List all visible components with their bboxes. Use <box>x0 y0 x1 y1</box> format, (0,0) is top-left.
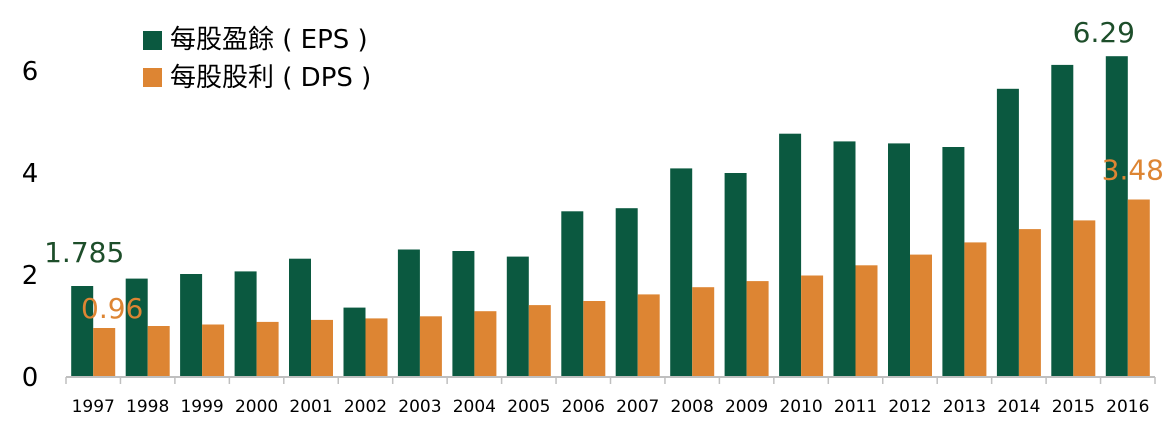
bar-dps <box>583 301 606 377</box>
y-axis-ticks: 0 2 4 6 <box>22 57 39 393</box>
legend-swatch-eps <box>143 31 162 50</box>
x-tick-label: 2003 <box>398 397 441 417</box>
x-tick-label: 2016 <box>1106 397 1149 417</box>
bar-dps <box>202 324 225 377</box>
x-tick-label: 2000 <box>235 397 278 417</box>
legend-swatch-dps <box>143 68 162 87</box>
bar-dps <box>365 318 388 377</box>
y-tick-label: 0 <box>22 363 39 393</box>
x-tick-label: 2009 <box>725 397 768 417</box>
x-axis-ticks: 1997 1998 1999 2000 2001 2002 2003 2004 2005 2006… <box>65 377 1156 417</box>
bar-eps <box>942 147 965 377</box>
bar-eps <box>71 286 94 377</box>
bar-eps <box>561 211 584 378</box>
bar-dps <box>528 305 551 377</box>
x-tick-label: 2008 <box>671 397 714 417</box>
bar-dps <box>311 319 333 377</box>
x-tick-label: 2001 <box>289 397 332 417</box>
bar-eps <box>779 133 802 377</box>
bar-dps <box>692 287 715 377</box>
bar-dps <box>855 265 878 377</box>
bar-dps <box>1127 199 1150 377</box>
legend-label-eps: 每股盈餘 ( EPS ) <box>170 25 368 55</box>
bar-dps <box>964 242 987 377</box>
bar-dps <box>147 326 170 377</box>
bar-eps <box>343 307 366 377</box>
bar-eps <box>397 249 420 377</box>
bar-eps <box>670 168 693 377</box>
x-tick-label: 2007 <box>616 397 659 417</box>
bar-eps <box>289 258 311 377</box>
bar-eps <box>1051 64 1074 378</box>
y-tick-label: 4 <box>22 159 39 189</box>
x-tick-label: 2010 <box>779 397 822 417</box>
x-tick-label: 2011 <box>834 397 877 417</box>
x-tick-label: 2002 <box>344 397 387 417</box>
bar-dps <box>474 311 497 377</box>
bar-dps <box>910 254 932 377</box>
y-tick-label: 2 <box>22 261 39 291</box>
bar-dps <box>801 275 824 377</box>
bar-eps <box>724 173 747 377</box>
data-label: 3.48 <box>1102 154 1164 187</box>
legend-label-dps: 每股股利 ( DPS ) <box>170 63 371 93</box>
bars <box>71 56 1150 378</box>
x-tick-label: 1997 <box>72 397 115 417</box>
x-tick-label: 2004 <box>453 397 496 417</box>
bar-dps <box>1018 229 1041 377</box>
bar-eps <box>125 278 148 377</box>
x-tick-label: 2013 <box>943 397 986 417</box>
x-tick-label: 1999 <box>180 397 223 417</box>
x-tick-label: 2015 <box>1052 397 1095 417</box>
bar-dps <box>419 316 442 377</box>
bar-eps <box>615 208 638 377</box>
x-tick-label: 2005 <box>507 397 550 417</box>
data-label: 1.785 <box>44 236 124 269</box>
x-tick-label: 2014 <box>997 397 1040 417</box>
y-tick-label: 6 <box>22 57 39 87</box>
bar-eps <box>506 256 529 377</box>
data-label: 0.96 <box>81 292 143 325</box>
legend: 每股盈餘 ( EPS ) 每股股利 ( DPS ) <box>143 25 371 93</box>
bar-dps <box>637 294 660 377</box>
data-labels: 1.785 0.96 6.29 3.48 <box>44 16 1164 325</box>
bar-eps <box>452 251 475 377</box>
bar-eps <box>180 274 203 377</box>
bar-dps <box>93 328 116 377</box>
bar-eps <box>833 141 856 377</box>
bar-dps <box>256 321 279 377</box>
x-tick-label: 1998 <box>126 397 169 417</box>
bar-eps <box>1105 56 1128 377</box>
bar-dps <box>746 281 769 377</box>
bar-eps <box>234 271 257 377</box>
data-label: 6.29 <box>1073 16 1135 49</box>
bar-eps <box>888 143 910 377</box>
x-tick-label: 2006 <box>562 397 605 417</box>
bar-eps <box>996 88 1019 378</box>
bar-dps <box>1073 220 1096 377</box>
x-tick-label: 2012 <box>888 397 931 417</box>
